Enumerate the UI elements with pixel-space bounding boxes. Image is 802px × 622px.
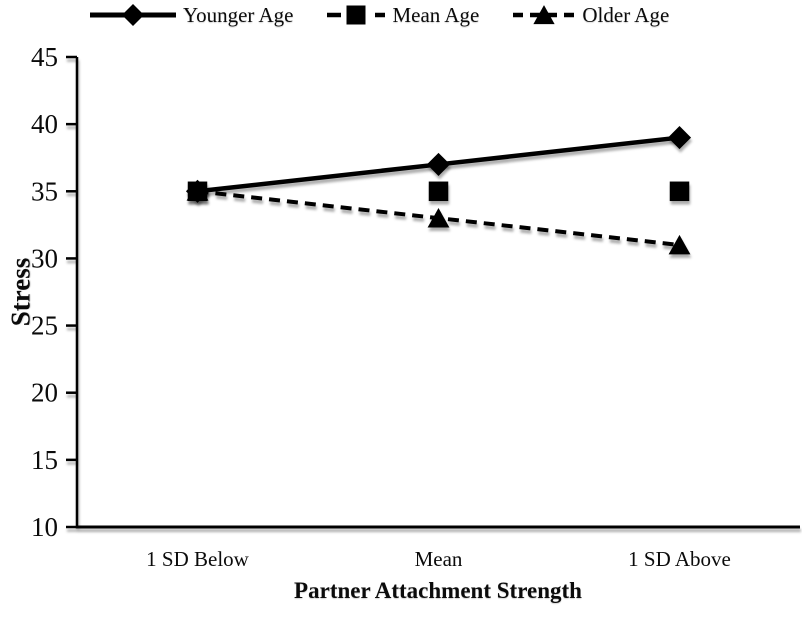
x-category-label: Mean	[415, 547, 463, 571]
y-tick-label: 10	[31, 512, 58, 542]
legend-item-older-age: Older Age	[513, 2, 669, 28]
y-tick-label: 45	[31, 42, 58, 72]
diamond-marker	[667, 126, 692, 150]
diamond-marker	[426, 152, 451, 176]
y-axis-title: Stress	[5, 257, 36, 327]
legend-item-younger-age: Younger Age	[90, 2, 293, 28]
legend-square-marker	[346, 5, 366, 25]
axis-lines	[66, 55, 800, 529]
legend-label-mean-age: Mean Age	[392, 3, 480, 27]
x-category-label: 1 SD Above	[628, 547, 731, 571]
x-category-label: 1 SD Below	[146, 547, 250, 571]
y-tick-label: 40	[31, 109, 58, 139]
solid-line-diamond-marker-icon	[90, 4, 176, 26]
chart-legend: Younger Age Mean Age Older Age	[90, 0, 669, 30]
square-marker	[187, 181, 208, 202]
dashed-line-square-marker-icon	[327, 5, 386, 25]
legend-diamond-marker	[122, 4, 144, 26]
markers-mean-age	[187, 181, 690, 202]
dashed-line-triangle-marker-icon	[513, 5, 576, 25]
data-series	[185, 126, 692, 255]
y-tick-label: 25	[31, 311, 58, 341]
y-tick-label: 15	[31, 445, 58, 475]
square-marker	[428, 181, 449, 202]
axes: 10 15 20 25 30 35 40 45 1 SD Below Mean 1 SD Above	[31, 42, 800, 571]
square-marker	[669, 181, 690, 202]
y-tick-label: 35	[31, 176, 58, 206]
triangle-marker	[668, 234, 691, 255]
legend-item-mean-age: Mean Age	[327, 2, 479, 28]
y-tick-label: 30	[31, 243, 58, 273]
y-tick-label: 20	[31, 378, 58, 408]
x-axis-title: Partner Attachment Strength	[294, 578, 582, 603]
legend-label-younger-age: Younger Age	[183, 3, 294, 27]
triangle-marker	[427, 208, 450, 228]
legend-triangle-marker	[533, 5, 556, 25]
legend-label-older-age: Older Age	[582, 3, 670, 27]
